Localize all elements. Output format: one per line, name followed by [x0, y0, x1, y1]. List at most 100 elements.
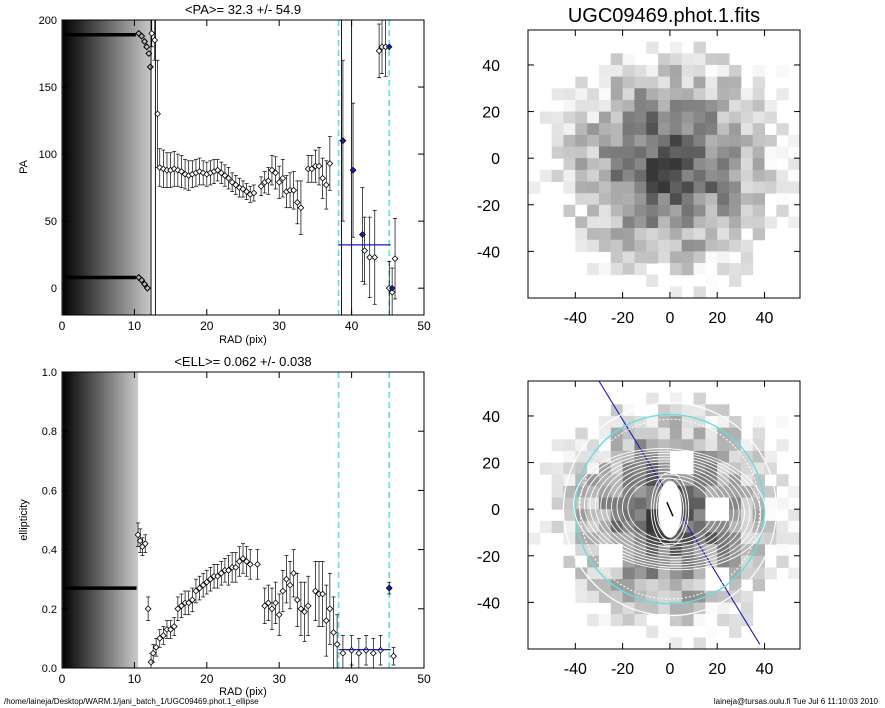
image-pixel: [752, 99, 766, 113]
image-pixel: [551, 462, 564, 475]
image-pixel: [693, 64, 706, 78]
image-pixel: [788, 169, 801, 182]
image-pixel: [740, 509, 754, 522]
image-pixel: [669, 123, 683, 136]
data-point: [170, 623, 178, 630]
footer-user-time: laineja@tursas.oulu.fi Tue Jul 6 11:10:0…: [714, 697, 879, 706]
image-pixel: [563, 474, 576, 487]
data-point: [322, 617, 330, 625]
image-pixel: [693, 41, 706, 54]
image-pixel: [634, 88, 647, 101]
data-point: [228, 563, 236, 571]
image-pixel: [658, 427, 671, 440]
isophote-ellipse: [589, 455, 751, 563]
image-pixel: [764, 450, 777, 464]
image-pixel: [551, 497, 564, 510]
image-pixel: [622, 474, 635, 487]
image-pixel: [587, 88, 600, 101]
data-point: [268, 166, 276, 174]
image-pixel: [598, 193, 612, 206]
image-pixel: [669, 158, 683, 171]
image-pixel: [705, 64, 718, 78]
image-pixel: [729, 439, 742, 452]
image-pixel: [729, 274, 742, 287]
image-pixel: [551, 111, 564, 124]
image-pixel: [587, 520, 600, 533]
image-pixel: [610, 263, 624, 276]
image-pixel: [634, 251, 647, 264]
image-pixel: [729, 181, 742, 194]
image-pixel: [693, 134, 706, 148]
image-pixel: [598, 579, 612, 592]
y-tick-label: 40: [482, 58, 500, 75]
image-pixel: [693, 392, 706, 405]
image-pixel: [705, 169, 718, 182]
data-point: [144, 605, 152, 613]
image-pixel: [764, 134, 777, 148]
image-pixel: [598, 158, 612, 171]
image-pixel: [717, 216, 730, 229]
isophote-ellipse: [622, 474, 718, 545]
x-tick-label: 30: [273, 319, 287, 333]
image-pixel: [788, 181, 801, 194]
image-pixel: [693, 602, 706, 615]
image-pixel: [717, 88, 730, 101]
image-pixel: [729, 625, 742, 638]
image-pixel: [752, 158, 766, 171]
image-pixel: [575, 509, 588, 522]
data-point: [272, 599, 279, 607]
image-pixel: [587, 497, 600, 510]
image-pixel: [752, 579, 766, 592]
image-pixel: [658, 146, 671, 159]
x-tick-label: -40: [564, 661, 587, 678]
image-pixel: [634, 474, 647, 487]
image-pixel: [563, 146, 576, 159]
image-pixel: [681, 614, 695, 627]
data-point: [319, 174, 327, 182]
image-pixel: [669, 76, 683, 89]
image-pixel: [717, 614, 730, 627]
image-pixel: [634, 111, 647, 124]
image-pixel: [788, 134, 801, 148]
image-pixel: [681, 111, 695, 124]
image-pixel: [658, 76, 671, 89]
x-tick-label: 0: [59, 319, 66, 333]
image-pixel: [788, 509, 801, 522]
image-pixel: [788, 532, 801, 545]
image-pixel: [610, 579, 624, 592]
data-point: [141, 280, 149, 288]
image-pixel: [740, 158, 754, 171]
image-pixel: [729, 614, 742, 627]
image-pixel: [669, 637, 683, 650]
data-point: [156, 635, 164, 642]
image-pixel: [563, 123, 576, 136]
image-pixel: [752, 204, 766, 217]
image-pixel: [752, 544, 766, 557]
image-pixel: [764, 439, 777, 452]
data-point: [261, 602, 269, 610]
image-pixel: [587, 158, 600, 171]
image-pixel: [681, 134, 695, 148]
image-pixel: [646, 239, 659, 252]
isophote-ellipse: [573, 448, 767, 571]
image-pixel: [610, 193, 624, 206]
image-pixel: [729, 239, 742, 252]
image-pixel: [551, 169, 564, 182]
image-pixel: [729, 532, 742, 545]
image-pixel: [587, 193, 600, 206]
x-tick-label: 50: [417, 672, 431, 686]
image-pixel: [764, 532, 777, 545]
image-pixel: [705, 439, 718, 452]
image-pixel: [669, 53, 683, 66]
image-pixel: [622, 123, 635, 136]
image-pixel: [681, 263, 695, 276]
y-tick-label: 0.0: [42, 663, 57, 675]
image-pixel: [693, 263, 706, 276]
image-pixel: [622, 134, 635, 148]
image-pixel: [669, 286, 683, 299]
image-pixel: [634, 602, 647, 615]
image-pixel: [729, 263, 742, 276]
ell-axes-frame: [61, 371, 425, 669]
image-pixel: [646, 590, 659, 603]
image-pixel: [764, 169, 777, 182]
